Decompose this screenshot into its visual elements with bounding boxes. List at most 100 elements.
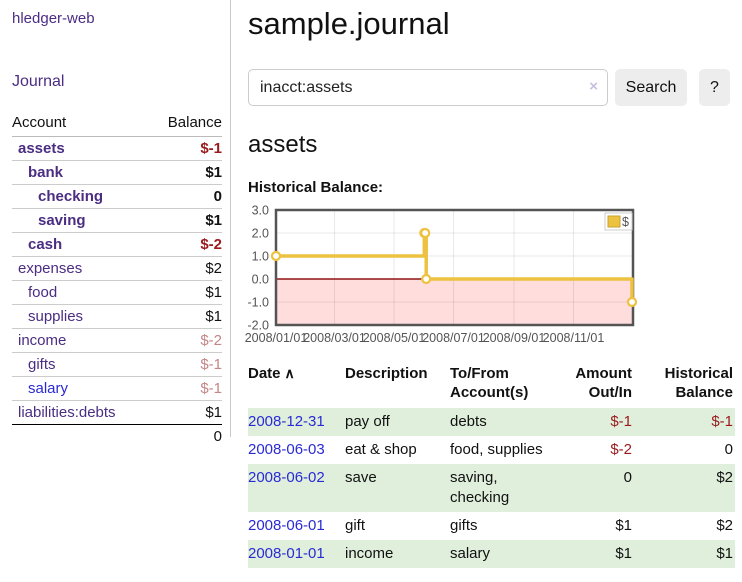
transaction-amount: $1 xyxy=(615,545,632,562)
svg-text:2008/07/01: 2008/07/01 xyxy=(422,331,485,345)
transaction-amount: $-2 xyxy=(610,441,632,458)
svg-text:2008/01/01: 2008/01/01 xyxy=(245,331,308,345)
account-link[interactable]: gifts xyxy=(28,356,56,373)
account-link[interactable]: checking xyxy=(38,188,104,205)
svg-text:2008/05/01: 2008/05/01 xyxy=(363,331,426,345)
account-link[interactable]: bank xyxy=(28,164,64,181)
transaction-balance: $2 xyxy=(716,517,733,534)
svg-text:0.0: 0.0 xyxy=(252,273,269,287)
transaction-balance: $1 xyxy=(716,545,733,562)
account-balance: $-2 xyxy=(149,232,222,257)
account-balance: $1 xyxy=(149,208,222,233)
help-button[interactable]: ? xyxy=(699,69,730,106)
svg-text:2.0: 2.0 xyxy=(252,227,269,241)
account-link[interactable]: salary xyxy=(28,380,69,397)
transaction-date-link[interactable]: 2008-06-02 xyxy=(248,469,325,486)
transaction-date-link[interactable]: 2008-01-01 xyxy=(248,545,325,562)
account-link[interactable]: expenses xyxy=(18,260,83,277)
transaction-date-link[interactable]: 2008-06-01 xyxy=(248,517,325,534)
register-row: 2008-12-31 pay off debts $-1 $-1 xyxy=(248,408,735,436)
account-link[interactable]: cash xyxy=(28,236,63,253)
accounts-table: Account Balance assets $-1 bank $1 checking 0… xyxy=(12,111,222,448)
transaction-accounts: debts xyxy=(450,413,487,430)
register-header-date[interactable]: Date ∧ xyxy=(248,365,295,382)
register-row: 2008-06-02 save saving, checking 0 $2 xyxy=(248,464,735,512)
transaction-description: eat & shop xyxy=(345,441,417,458)
svg-text:2008/09/01: 2008/09/01 xyxy=(483,331,546,345)
account-row: expenses $2 xyxy=(12,256,222,281)
balance-chart-svg: 3.0 2.0 1.0 0.0 -1.0 -2.02008/01/012008/03/01… xyxy=(245,204,638,345)
page-title: sample.journal xyxy=(248,6,450,41)
chart-legend: $ xyxy=(604,212,633,231)
account-row: gifts $-1 xyxy=(12,352,222,377)
transaction-balance: $-1 xyxy=(711,413,733,430)
transaction-amount: $1 xyxy=(615,517,632,534)
svg-text:2008/03/01: 2008/03/01 xyxy=(303,331,366,345)
balance-chart: 3.0 2.0 1.0 0.0 -1.0 -2.0 2008/01/01 2008/03/01… xyxy=(245,204,742,346)
transaction-accounts: saving, checking xyxy=(450,469,510,506)
account-balance: $-2 xyxy=(149,328,222,353)
search-bar: × Search ? xyxy=(248,69,742,106)
register-header-accounts: To/From Account(s) xyxy=(450,365,529,401)
svg-text:3.0: 3.0 xyxy=(252,204,269,218)
account-balance: $1 xyxy=(149,280,222,305)
svg-text:-1.0: -1.0 xyxy=(247,296,269,310)
svg-text:-2.0: -2.0 xyxy=(247,319,269,333)
nav-journal-link[interactable]: Journal xyxy=(12,73,65,90)
account-row: salary $-1 xyxy=(12,376,222,401)
account-balance: $-1 xyxy=(149,136,222,161)
clear-search-icon[interactable]: × xyxy=(589,78,598,95)
register-header-balance: Historical Balance xyxy=(664,365,733,401)
account-row: saving $1 xyxy=(12,208,222,233)
account-row: supplies $1 xyxy=(12,304,222,329)
register-header-description: Description xyxy=(345,365,428,382)
svg-text:2008/11/01: 2008/11/01 xyxy=(543,331,605,345)
sidebar: hledger-web Journal Account Balance asse… xyxy=(0,0,231,445)
svg-text:1.0: 1.0 xyxy=(252,250,269,264)
register-row: 2008-06-03 eat & shop food, supplies $-2 0 xyxy=(248,436,735,464)
account-row: liabilities:debts $1 xyxy=(12,400,222,425)
account-balance: $2 xyxy=(149,256,222,281)
account-link[interactable]: liabilities:debts xyxy=(18,404,116,421)
transaction-date-link[interactable]: 2008-06-03 xyxy=(248,441,325,458)
transaction-description: save xyxy=(345,469,377,486)
account-heading: assets xyxy=(248,131,318,158)
account-row: bank $1 xyxy=(12,160,222,185)
account-balance: $1 xyxy=(149,160,222,185)
register-table: Date ∧ Description To/From Account(s) Amou… xyxy=(248,362,735,568)
chart-title: Historical Balance: xyxy=(248,179,384,196)
account-link[interactable]: supplies xyxy=(28,308,84,325)
account-row: checking 0 xyxy=(12,184,222,209)
transaction-date-link[interactable]: 2008-12-31 xyxy=(248,413,325,430)
register-row: 2008-06-01 gift gifts $1 $2 xyxy=(248,512,735,540)
account-link[interactable]: food xyxy=(28,284,58,301)
account-balance: $-1 xyxy=(149,376,222,401)
account-balance: 0 xyxy=(149,184,222,209)
transaction-accounts: gifts xyxy=(450,517,478,534)
main-content: sample.journal × Search ? assets Histori… xyxy=(245,0,742,568)
accounts-header-balance: Balance xyxy=(149,111,222,137)
transaction-accounts: food, supplies xyxy=(450,441,543,458)
account-row: assets $-1 xyxy=(12,136,222,161)
transaction-description: income xyxy=(345,545,394,562)
transaction-balance: 0 xyxy=(724,441,733,458)
account-link[interactable]: income xyxy=(18,332,67,349)
account-link[interactable]: saving xyxy=(38,212,86,229)
brand-link[interactable]: hledger-web xyxy=(12,10,95,27)
transaction-description: gift xyxy=(345,517,366,534)
account-row: cash $-2 xyxy=(12,232,222,257)
account-link[interactable]: assets xyxy=(18,140,65,157)
transaction-description: pay off xyxy=(345,413,390,430)
accounts-total-row: 0 xyxy=(12,425,222,449)
accounts-header-account: Account xyxy=(12,111,150,137)
transaction-amount: 0 xyxy=(623,469,632,486)
account-row: food $1 xyxy=(12,280,222,305)
account-balance: $1 xyxy=(149,304,222,329)
account-balance: $-1 xyxy=(149,352,222,377)
search-input[interactable] xyxy=(248,69,608,106)
search-button[interactable]: Search xyxy=(615,69,687,106)
register-header-amount: Amount Out/In xyxy=(575,365,632,401)
account-row: income $-2 xyxy=(12,328,222,353)
transaction-amount: $-1 xyxy=(610,413,632,430)
account-balance: $1 xyxy=(149,400,222,425)
